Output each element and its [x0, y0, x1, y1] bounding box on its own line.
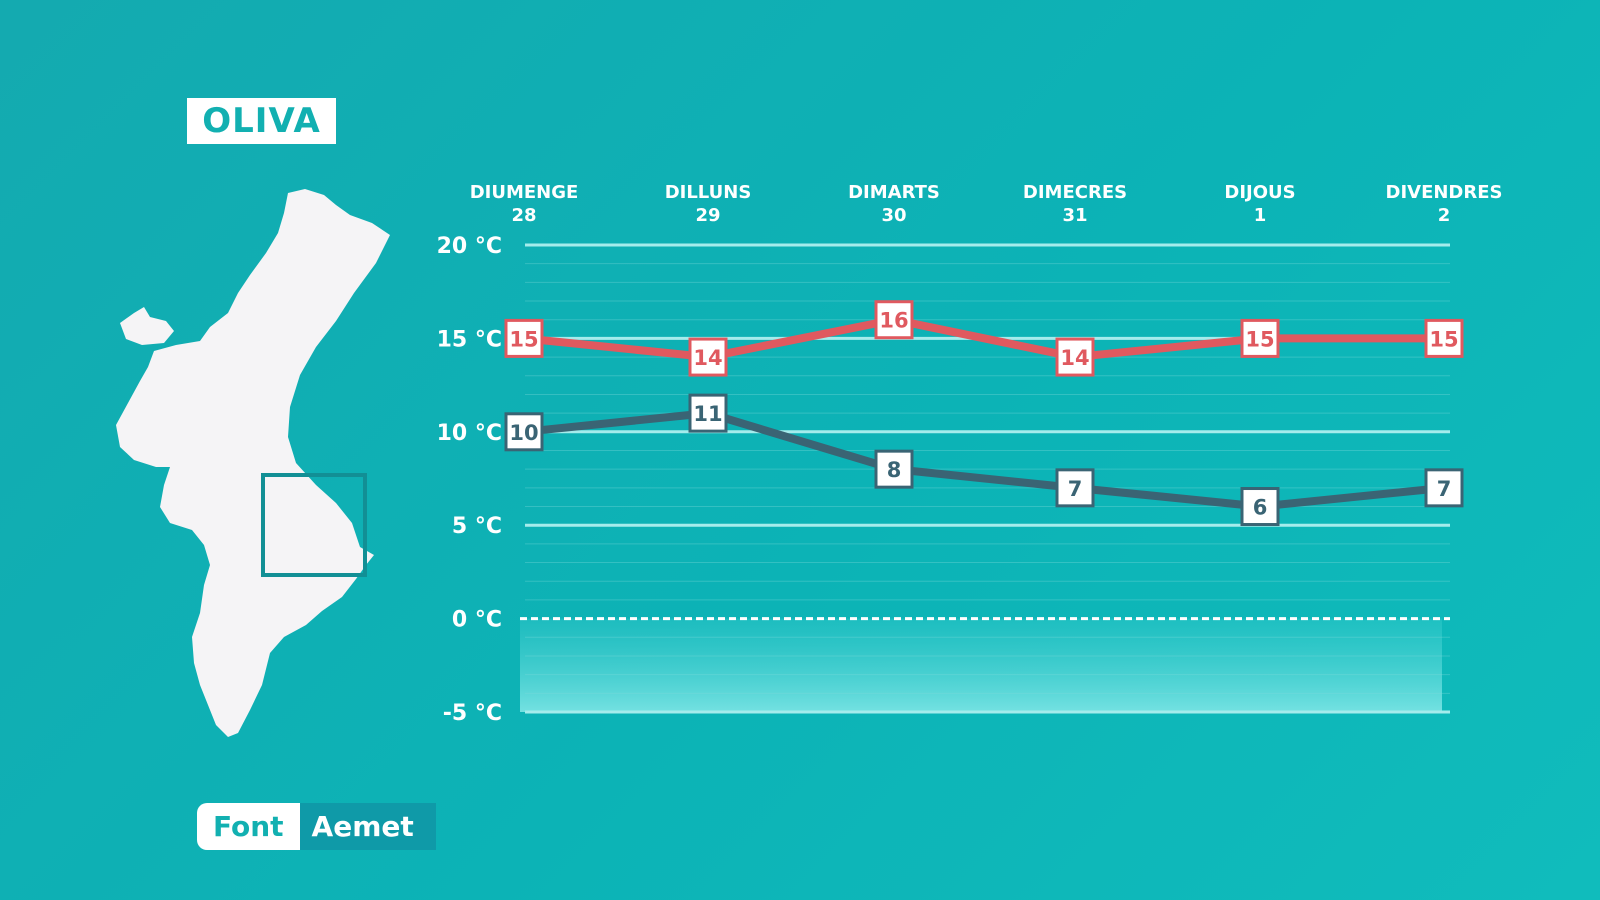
below-zero-band [520, 618, 1442, 712]
max-temp-point: 14 [688, 337, 728, 377]
data-marker [688, 337, 728, 377]
day-date-label: 2 [1438, 205, 1451, 226]
day-date-label: 30 [881, 205, 906, 226]
data-marker [1055, 337, 1095, 377]
min-temp-point: 7 [1424, 468, 1464, 508]
data-label: 15 [1245, 327, 1274, 351]
source-badge: Font Aemet [197, 803, 436, 850]
min-temp-point: 6 [1240, 487, 1280, 527]
day-name-label: DIVENDRES [1386, 182, 1503, 203]
data-label: 6 [1253, 496, 1268, 520]
data-label: 16 [879, 309, 908, 333]
y-tick-label: 0 °C [452, 608, 502, 633]
day-date-label: 28 [511, 205, 536, 226]
min-temp-point: 11 [688, 393, 728, 433]
data-label: 14 [1060, 346, 1089, 370]
data-label: 11 [693, 402, 722, 426]
data-marker [1240, 487, 1280, 527]
y-tick-label: 20 °C [437, 234, 502, 259]
y-tick-label: 10 °C [437, 421, 502, 446]
max-temp-point: 15 [504, 318, 544, 358]
day-date-label: 29 [695, 205, 720, 226]
day-date-label: 31 [1062, 205, 1087, 226]
y-tick-label: 5 °C [452, 514, 502, 539]
data-label: 7 [1068, 477, 1083, 501]
max-temp-line [523, 315, 1444, 362]
min-temp-line [523, 409, 1445, 511]
map-highlight-box [261, 473, 367, 577]
data-marker [874, 300, 914, 340]
data-label: 7 [1437, 477, 1452, 501]
data-marker [504, 318, 544, 358]
location-badge: OLIVA [187, 98, 336, 144]
region-map [110, 185, 400, 755]
source-value: Aemet [299, 803, 436, 850]
data-marker [688, 393, 728, 433]
map-landmass [116, 189, 390, 737]
y-tick-label: 15 °C [437, 327, 502, 352]
day-name-label: DILLUNS [665, 182, 752, 203]
data-label: 14 [693, 346, 722, 370]
max-temp-point: 15 [1424, 318, 1464, 358]
data-marker [1424, 318, 1464, 358]
map-island [120, 307, 174, 345]
data-label: 15 [1429, 327, 1458, 351]
max-temp-point: 15 [1240, 318, 1280, 358]
day-name-label: DIMECRES [1023, 182, 1127, 203]
max-temp-point: 14 [1055, 337, 1095, 377]
data-marker [874, 449, 914, 489]
source-label: Font [197, 803, 300, 850]
data-marker [504, 412, 544, 452]
data-label: 8 [887, 458, 902, 482]
day-name-label: DIUMENGE [470, 182, 579, 203]
data-marker [1055, 468, 1095, 508]
min-temp-point: 8 [874, 449, 914, 489]
min-temp-point: 7 [1055, 468, 1095, 508]
day-name-label: DIJOUS [1224, 182, 1295, 203]
data-label: 15 [509, 327, 538, 351]
data-label: 10 [509, 421, 538, 445]
max-temp-point: 16 [874, 300, 914, 340]
day-name-label: DIMARTS [848, 182, 940, 203]
min-temp-point: 10 [504, 412, 544, 452]
data-marker [1240, 318, 1280, 358]
day-date-label: 1 [1254, 205, 1267, 226]
y-tick-label: -5 °C [443, 701, 502, 726]
data-marker [1424, 468, 1464, 508]
